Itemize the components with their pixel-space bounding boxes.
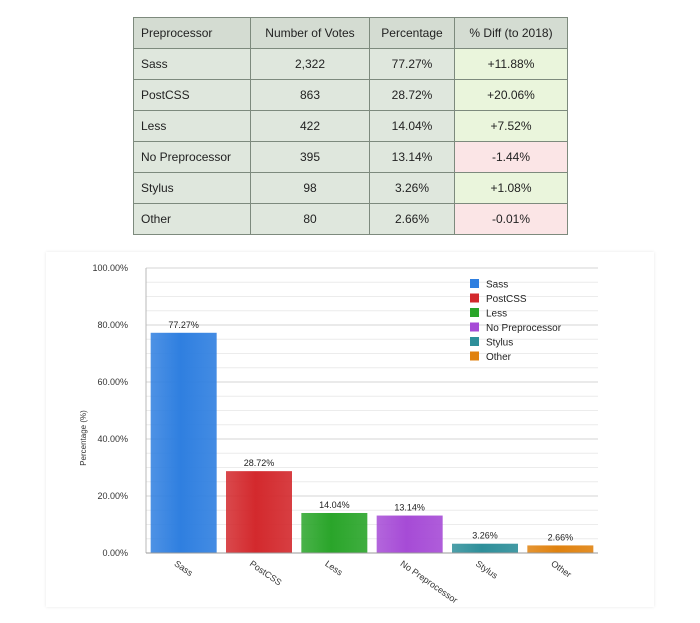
legend-label: No Preprocessor xyxy=(486,323,562,334)
legend-swatch xyxy=(470,351,479,361)
table-header-row: Preprocessor Number of Votes Percentage … xyxy=(133,17,568,49)
cell-percentage: 28.72% xyxy=(369,79,455,111)
table-row: Less 422 14.04% +7.52% xyxy=(133,110,568,142)
cell-diff: +11.88% xyxy=(454,48,568,80)
bar-stylus xyxy=(452,543,518,553)
cell-votes: 863 xyxy=(250,79,370,111)
table-row: No Preprocessor 395 13.14% -1.44% xyxy=(133,141,568,173)
header-preprocessor: Preprocessor xyxy=(133,17,251,49)
table-row: Other 80 2.66% -0.01% xyxy=(133,203,568,235)
x-tick-label: PostCSS xyxy=(248,558,284,587)
cell-name: No Preprocessor xyxy=(133,141,251,173)
preprocessor-bar-chart: 0.00% 20.00% 40.00% 60.00% 80.00% 100.00% Per… xyxy=(79,263,598,605)
x-tick-label: No Preprocessor xyxy=(399,558,460,605)
y-tick-label: 0.00% xyxy=(102,548,128,558)
cell-name: Less xyxy=(133,110,251,142)
chart-gridlines xyxy=(146,267,598,554)
bar-sass xyxy=(150,332,217,553)
cell-diff: +1.08% xyxy=(454,172,568,204)
chart-card: 0.00% 20.00% 40.00% 60.00% 80.00% 100.00% Per… xyxy=(46,252,654,607)
bar-postcss xyxy=(226,471,292,553)
legend-label: Stylus xyxy=(486,338,513,349)
x-tick-label: Stylus xyxy=(474,558,500,581)
cell-votes: 80 xyxy=(250,203,370,235)
cell-votes: 395 xyxy=(250,141,370,173)
cell-votes: 98 xyxy=(250,172,370,204)
x-axis: Sass PostCSS Less No Preprocessor Stylus Othe… xyxy=(146,552,598,605)
cell-percentage: 14.04% xyxy=(369,110,455,142)
table-row: Stylus 98 3.26% +1.08% xyxy=(133,172,568,204)
bar-no-preprocessor xyxy=(376,515,443,553)
legend-swatch xyxy=(470,337,479,346)
cell-diff: +7.52% xyxy=(454,110,568,142)
y-tick-label: 80.00% xyxy=(97,320,128,330)
cell-name: Sass xyxy=(133,48,251,80)
header-diff: % Diff (to 2018) xyxy=(454,17,568,49)
legend-label: Other xyxy=(486,352,512,363)
preprocessor-table-container: Preprocessor Number of Votes Percentage … xyxy=(133,17,568,235)
data-label: 3.26% xyxy=(472,531,498,541)
legend-swatch xyxy=(470,322,479,332)
cell-votes: 2,322 xyxy=(250,48,370,80)
y-tick-label: 60.00% xyxy=(97,377,128,387)
table-row: Sass 2,322 77.27% +11.88% xyxy=(133,48,568,80)
y-tick-label: 100.00% xyxy=(92,263,128,273)
preprocessor-table: Preprocessor Number of Votes Percentage … xyxy=(133,17,568,235)
y-axis-title: Percentage (%) xyxy=(79,410,88,466)
data-label: 28.72% xyxy=(244,458,275,468)
legend-label: Sass xyxy=(486,280,508,291)
data-label: 13.14% xyxy=(394,503,425,513)
y-tick-label: 20.00% xyxy=(97,491,128,501)
legend-swatch xyxy=(470,279,479,288)
data-label: 14.04% xyxy=(319,500,350,510)
cell-diff: +20.06% xyxy=(454,79,568,111)
cell-name: Other xyxy=(133,203,251,235)
cell-name: Stylus xyxy=(133,172,251,204)
cell-percentage: 3.26% xyxy=(369,172,455,204)
y-tick-label: 40.00% xyxy=(97,434,128,444)
legend-swatch xyxy=(470,293,479,303)
cell-diff: -1.44% xyxy=(454,141,568,173)
header-percentage: Percentage xyxy=(369,17,455,49)
chart-legend: Sass PostCSS Less No Preprocessor Stylus Othe… xyxy=(470,279,562,363)
legend-label: PostCSS xyxy=(486,294,527,305)
cell-votes: 422 xyxy=(250,110,370,142)
header-votes: Number of Votes xyxy=(250,17,370,49)
data-label: 77.27% xyxy=(168,320,199,330)
legend-label: Less xyxy=(486,309,507,320)
table-row: PostCSS 863 28.72% +20.06% xyxy=(133,79,568,111)
cell-percentage: 2.66% xyxy=(369,203,455,235)
cell-name: PostCSS xyxy=(133,79,251,111)
data-label: 2.66% xyxy=(548,532,574,542)
bar-less xyxy=(301,512,368,553)
x-tick-label: Less xyxy=(323,558,345,577)
cell-diff: -0.01% xyxy=(454,203,568,235)
bar-other xyxy=(527,545,594,553)
y-axis: 0.00% 20.00% 40.00% 60.00% 80.00% 100.00% xyxy=(92,263,147,558)
legend-swatch xyxy=(470,308,479,317)
x-tick-label: Sass xyxy=(173,558,196,578)
chart-bars: 77.27% 28.72% 14.04% 13.14% 3.26% 2.66% xyxy=(150,320,594,553)
cell-percentage: 77.27% xyxy=(369,48,455,80)
x-tick-label: Other xyxy=(549,558,573,579)
cell-percentage: 13.14% xyxy=(369,141,455,173)
